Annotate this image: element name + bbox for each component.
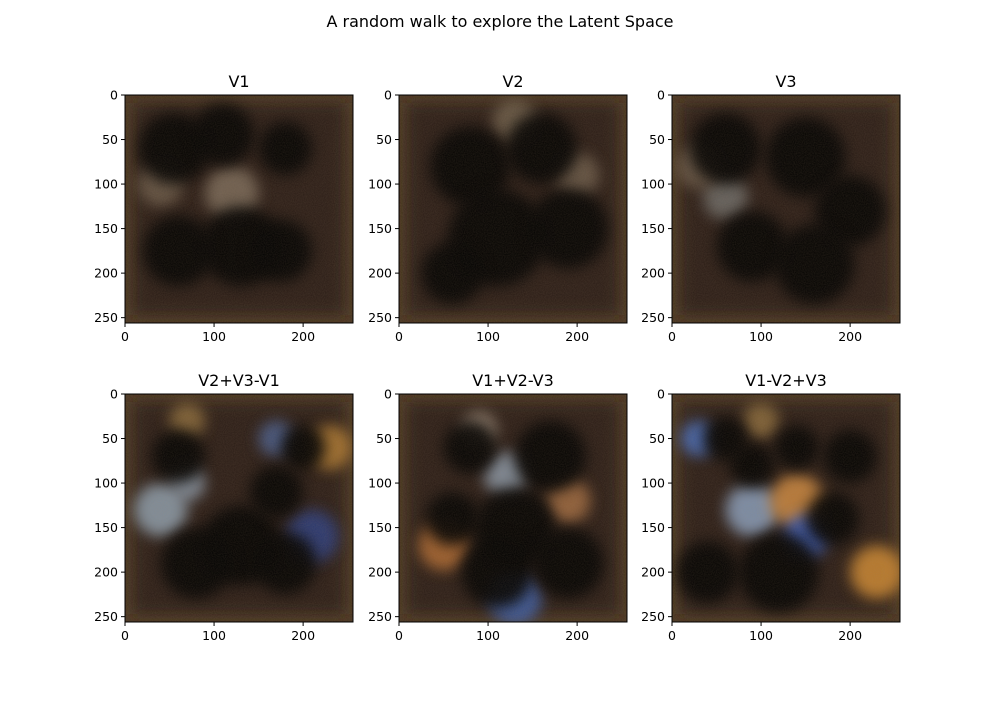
y-tick-label: 200 bbox=[368, 565, 392, 580]
y-tick-label: 100 bbox=[641, 476, 665, 491]
y-tick-label: 200 bbox=[94, 565, 118, 580]
y-tick-label: 0 bbox=[110, 88, 118, 103]
y-tick-label: 100 bbox=[94, 177, 118, 192]
y-tick-label: 200 bbox=[641, 266, 665, 281]
y-tick-label: 250 bbox=[94, 310, 118, 325]
generated-image bbox=[399, 95, 627, 323]
y-tick-label: 150 bbox=[641, 520, 665, 535]
y-tick-label: 100 bbox=[641, 177, 665, 192]
x-tick-label: 200 bbox=[565, 628, 589, 643]
x-tick-label: 100 bbox=[476, 329, 500, 344]
x-tick-label: 200 bbox=[838, 329, 862, 344]
x-tick-label: 200 bbox=[291, 329, 315, 344]
panel-title: V1+V2-V3 bbox=[472, 371, 554, 390]
y-tick-label: 100 bbox=[94, 476, 118, 491]
x-tick-label: 100 bbox=[749, 329, 773, 344]
y-tick-label: 200 bbox=[368, 266, 392, 281]
x-tick-label: 200 bbox=[838, 628, 862, 643]
x-tick-label: 0 bbox=[668, 628, 676, 643]
y-tick-label: 200 bbox=[94, 266, 118, 281]
axes-frame bbox=[398, 94, 628, 324]
generated-image bbox=[672, 394, 900, 622]
y-tick-label: 0 bbox=[384, 387, 392, 402]
y-tick-label: 50 bbox=[376, 132, 392, 147]
y-tick-label: 150 bbox=[368, 520, 392, 535]
generated-image bbox=[672, 95, 900, 323]
generated-image bbox=[125, 95, 353, 323]
panel-title: V2 bbox=[502, 72, 523, 91]
y-tick-label: 150 bbox=[641, 221, 665, 236]
generated-image bbox=[399, 394, 627, 622]
y-tick-label: 250 bbox=[94, 609, 118, 624]
y-tick-label: 250 bbox=[368, 609, 392, 624]
x-tick-label: 0 bbox=[121, 329, 129, 344]
panel-5: V1+V2-V3 0 100 200 0 50 100 150 200 250 bbox=[368, 371, 628, 643]
axes-frame bbox=[671, 94, 901, 324]
y-tick-label: 250 bbox=[641, 310, 665, 325]
panel-1: V1 0 100 200 0 50 100 150 200 250 bbox=[94, 72, 354, 344]
panel-title: V1 bbox=[228, 72, 249, 91]
x-tick-label: 0 bbox=[395, 628, 403, 643]
y-tick-label: 0 bbox=[110, 387, 118, 402]
y-tick-label: 0 bbox=[384, 88, 392, 103]
axes-frame bbox=[398, 393, 628, 623]
panel-6: V1-V2+V3 0 100 200 0 50 100 150 200 250 bbox=[641, 371, 901, 643]
y-tick-label: 250 bbox=[368, 310, 392, 325]
x-tick-label: 0 bbox=[395, 329, 403, 344]
axes-frame bbox=[671, 393, 901, 623]
x-tick-label: 0 bbox=[121, 628, 129, 643]
panel-4: V2+V3-V1 0 100 200 0 50 100 150 200 250 bbox=[94, 371, 354, 643]
x-tick-label: 100 bbox=[749, 628, 773, 643]
y-tick-label: 50 bbox=[649, 132, 665, 147]
y-tick-label: 150 bbox=[94, 520, 118, 535]
panel-3: V3 0 100 200 0 50 100 150 200 250 bbox=[641, 72, 901, 344]
x-tick-label: 100 bbox=[476, 628, 500, 643]
y-tick-label: 50 bbox=[649, 431, 665, 446]
x-tick-label: 200 bbox=[291, 628, 315, 643]
x-tick-label: 100 bbox=[202, 628, 226, 643]
panel-title: V1-V2+V3 bbox=[745, 371, 827, 390]
x-tick-label: 200 bbox=[565, 329, 589, 344]
y-tick-label: 0 bbox=[657, 387, 665, 402]
y-tick-label: 50 bbox=[102, 431, 118, 446]
y-tick-label: 150 bbox=[94, 221, 118, 236]
y-tick-label: 100 bbox=[368, 177, 392, 192]
x-tick-label: 0 bbox=[668, 329, 676, 344]
axes-frame bbox=[124, 94, 354, 324]
y-tick-label: 200 bbox=[641, 565, 665, 580]
figure-title: A random walk to explore the Latent Spac… bbox=[326, 12, 673, 31]
x-tick-label: 100 bbox=[202, 329, 226, 344]
generated-image bbox=[125, 394, 353, 622]
y-tick-label: 50 bbox=[102, 132, 118, 147]
panel-title: V3 bbox=[775, 72, 796, 91]
y-tick-label: 150 bbox=[368, 221, 392, 236]
y-tick-label: 0 bbox=[657, 88, 665, 103]
panel-title: V2+V3-V1 bbox=[198, 371, 280, 390]
y-tick-label: 250 bbox=[641, 609, 665, 624]
axes-frame bbox=[124, 393, 354, 623]
panel-2: V2 0 100 200 0 50 100 150 200 250 bbox=[368, 72, 628, 344]
y-tick-label: 100 bbox=[368, 476, 392, 491]
y-tick-label: 50 bbox=[376, 431, 392, 446]
